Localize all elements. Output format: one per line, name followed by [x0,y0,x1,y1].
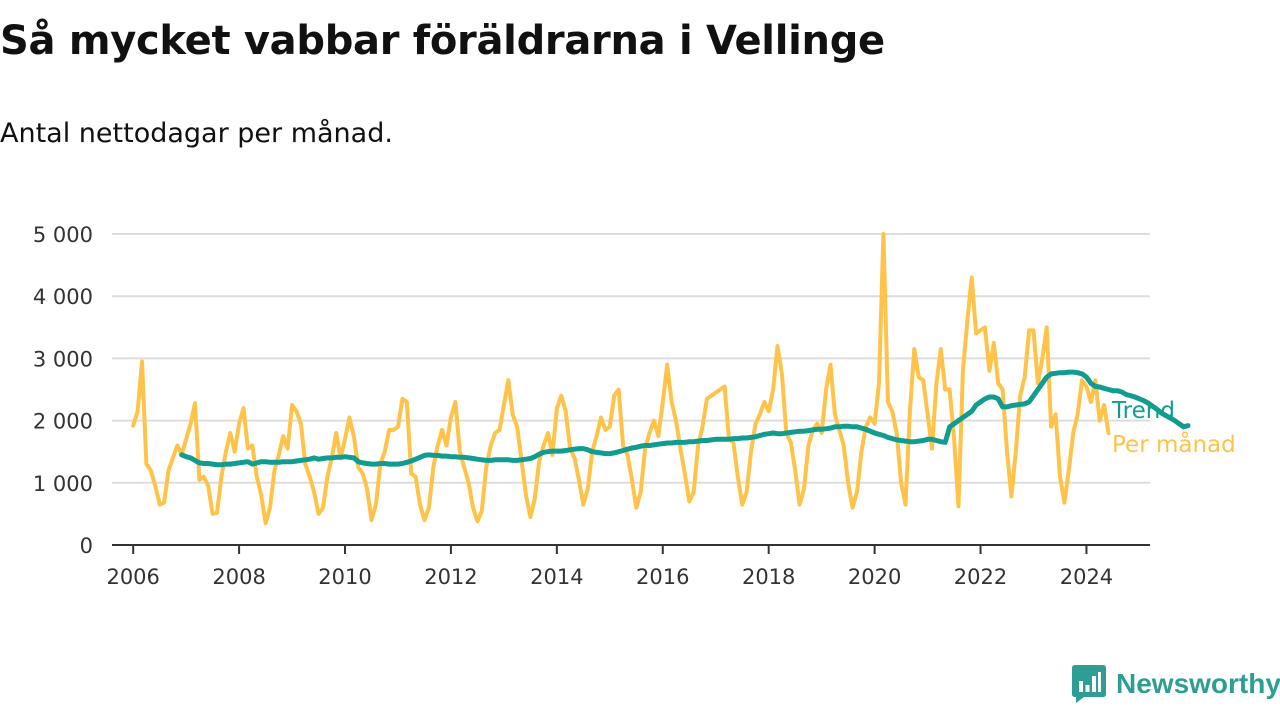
brand-logo: Newsworthy [1072,664,1280,704]
series-line-trend [179,369,1191,468]
x-tick-label: 2010 [318,565,371,589]
y-tick-label: 5 000 [33,223,93,247]
x-tick-label: 2012 [424,565,477,589]
x-tick-label: 2006 [106,565,159,589]
x-tick-label: 2022 [954,565,1007,589]
brand-name: Newsworthy [1116,668,1280,699]
x-tick-label: 2016 [636,565,689,589]
x-axis: 2006 2008 2010 2012 2014 2016 2018 2020 2022 2024 [106,544,1150,589]
series-layer [131,232,1191,526]
brand-icon-bar-4 [1098,672,1101,692]
legend-label-per-month: Per månad [1112,430,1236,458]
brand-icon-bar-1 [1079,681,1083,692]
legend: Per månad Trend [1111,398,1236,458]
y-tick-label: 1 000 [33,472,93,496]
x-tick-label: 2018 [742,565,795,589]
chart-subtitle: Antal nettodagar per månad. [0,118,393,149]
brand-icon-bubble [1072,665,1106,703]
x-tick-label: 2008 [212,565,265,589]
legend-label-trend: Trend [1111,398,1175,424]
y-tick-label: 2 000 [33,410,93,434]
y-tick-label: 4 000 [33,285,93,309]
y-axis: 0 1 000 2 000 3 000 4 000 5 000 [33,223,93,558]
x-tick-label: 2020 [848,565,901,589]
y-tick-label: 3 000 [33,347,93,371]
x-tick-label: 2014 [530,565,583,589]
brand-icon-bar-3 [1092,676,1096,692]
chart-title: Så mycket vabbar föräldrarna i Vellinge [0,18,885,64]
y-tick-label: 0 [80,534,93,558]
series-line-per-month [131,232,1111,526]
x-tick-label: 2024 [1060,565,1113,589]
bar-chart-speech-bubble-icon [1072,665,1106,703]
brand-icon-bar-2 [1085,685,1090,692]
